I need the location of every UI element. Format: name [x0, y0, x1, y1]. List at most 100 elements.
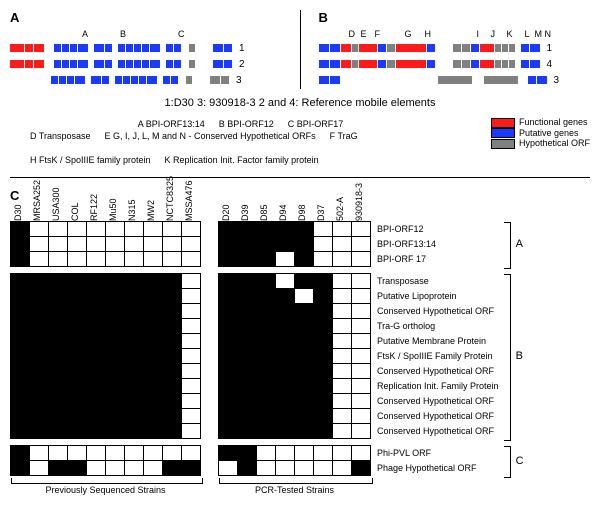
- gene-segment: [521, 60, 529, 68]
- gene-segment: [78, 60, 88, 68]
- heatmap-cell: [182, 334, 201, 349]
- heatmap-cell: [182, 349, 201, 364]
- group-label: A: [516, 238, 523, 250]
- heatmap-cell: [68, 304, 87, 319]
- legend-top-row: A BPI-ORF13:14B BPI-ORF12C BPI-ORF17: [30, 119, 451, 129]
- heatmap-cell: [352, 252, 371, 267]
- heatmap-cell: [68, 364, 87, 379]
- row-label: Conserved Hypothetical ORF: [371, 424, 500, 439]
- heatmap-cell: [352, 461, 371, 476]
- column-header: N315: [127, 207, 137, 221]
- heatmap-cell: [238, 289, 257, 304]
- heatmap-cell: [144, 334, 163, 349]
- heatmap-cell: [295, 364, 314, 379]
- row-label: Conserved Hypothetical ORF: [371, 394, 500, 409]
- heatmap-cell: [219, 409, 238, 424]
- column-header: D39: [240, 207, 250, 221]
- gene-row: 2: [10, 57, 282, 71]
- heatmap-cell: [219, 319, 238, 334]
- gene-segment: [34, 60, 44, 68]
- heatmap-cell: [182, 252, 201, 267]
- heatmap-cell: [11, 394, 30, 409]
- under-label: PCR-Tested Strains: [255, 485, 334, 495]
- gene-segment: [161, 44, 165, 52]
- gene-segment: [330, 76, 340, 84]
- gene-segment: [224, 60, 232, 68]
- heatmap-cell: [333, 424, 352, 439]
- gene-segment: [196, 44, 212, 52]
- heatmap-cell: [219, 304, 238, 319]
- gene-segment: [438, 76, 472, 84]
- heatmap-cell: [144, 424, 163, 439]
- table-row: Phi-PVL ORF: [11, 446, 500, 461]
- swatch-icon: [491, 118, 515, 128]
- heatmap-cell: [68, 237, 87, 252]
- heatmap-cell: [11, 349, 30, 364]
- gene-segment: [186, 76, 192, 84]
- heatmap-cell: [144, 289, 163, 304]
- heatmap-cell: [68, 319, 87, 334]
- row-label: Putative Lipoprotein: [371, 289, 500, 304]
- heatmap-table: D30MRSA252USA300COLRF122Mu50N315MW2NCTC8…: [10, 207, 500, 476]
- heatmap-cell: [314, 409, 333, 424]
- heatmap-cell: [144, 304, 163, 319]
- heatmap-cell: [257, 349, 276, 364]
- heatmap-cell: [182, 424, 201, 439]
- gene-segment: [54, 44, 61, 52]
- gene-segment: [110, 76, 114, 84]
- heatmap-cell: [11, 461, 30, 476]
- heatmap-cell: [182, 446, 201, 461]
- heatmap-cell: [106, 222, 125, 237]
- gene-segment: [502, 44, 508, 52]
- heatmap-cell: [68, 289, 87, 304]
- heatmap-cell: [314, 252, 333, 267]
- heatmap-cell: [125, 461, 144, 476]
- gene-segment: [59, 76, 66, 84]
- group-label: B: [516, 350, 523, 362]
- heatmap-cell: [333, 349, 352, 364]
- heatmap-cell: [182, 379, 201, 394]
- heatmap-cell: [257, 222, 276, 237]
- heatmap-cell: [87, 424, 106, 439]
- heatmap-cell: [30, 409, 49, 424]
- heatmap-cell: [106, 461, 125, 476]
- heatmap-cell: [238, 319, 257, 334]
- gene-segment: [134, 44, 141, 52]
- gene-segment: [189, 44, 195, 52]
- gene-segment: [193, 76, 209, 84]
- heatmap-cell: [49, 334, 68, 349]
- table-row: BPI-ORF 17: [11, 252, 500, 267]
- gene-letter: G: [405, 29, 412, 39]
- heatmap-cell: [182, 364, 201, 379]
- panel-b: B DEFGHIJKLMN 143: [319, 10, 591, 89]
- gene-segment: [516, 44, 520, 52]
- heatmap-cell: [106, 252, 125, 267]
- gene-segment: [54, 60, 61, 68]
- heatmap-cell: [163, 461, 182, 476]
- heatmap-cell: [295, 237, 314, 252]
- gene-segment: [462, 60, 470, 68]
- gene-row: 1: [319, 41, 591, 55]
- heatmap-cell: [352, 222, 371, 237]
- heatmap-cell: [314, 349, 333, 364]
- heatmap-cell: [11, 379, 30, 394]
- gene-letter: N: [545, 29, 552, 39]
- table-row: Replication Init. Family Protein: [11, 379, 500, 394]
- table-row: Tra-G ortholog: [11, 319, 500, 334]
- heatmap-cell: [163, 289, 182, 304]
- heatmap-cell: [106, 446, 125, 461]
- heatmap-cell: [68, 274, 87, 289]
- gene-segment: [319, 60, 329, 68]
- gene-segment: [134, 60, 141, 68]
- column-header: Mu50: [108, 207, 118, 221]
- gene-segment: [34, 44, 44, 52]
- row-number: 2: [239, 59, 245, 70]
- gene-letter: F: [375, 29, 381, 39]
- heatmap-cell: [314, 461, 333, 476]
- heatmap-cell: [295, 349, 314, 364]
- table-row: Phage Hypothetical ORF: [11, 461, 500, 476]
- heatmap-cell: [11, 222, 30, 237]
- under-brackets: Previously Sequenced StrainsPCR-Tested S…: [10, 478, 590, 502]
- heatmap-cell: [163, 446, 182, 461]
- heatmap-cell: [314, 334, 333, 349]
